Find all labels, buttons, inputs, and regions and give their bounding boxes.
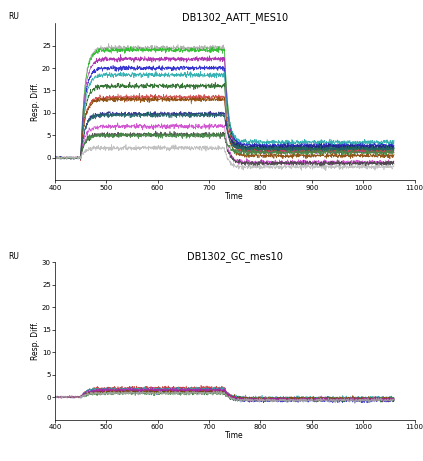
Text: RU: RU (8, 252, 19, 260)
Y-axis label: Resp. Diff.: Resp. Diff. (31, 321, 41, 360)
Title: DB1302_AATT_MES10: DB1302_AATT_MES10 (182, 12, 288, 23)
X-axis label: Time: Time (225, 431, 244, 440)
X-axis label: Time: Time (225, 192, 244, 201)
Title: DB1302_GC_mes10: DB1302_GC_mes10 (187, 251, 283, 262)
Y-axis label: Resp. Diff.: Resp. Diff. (31, 83, 41, 121)
Text: RU: RU (8, 12, 19, 22)
